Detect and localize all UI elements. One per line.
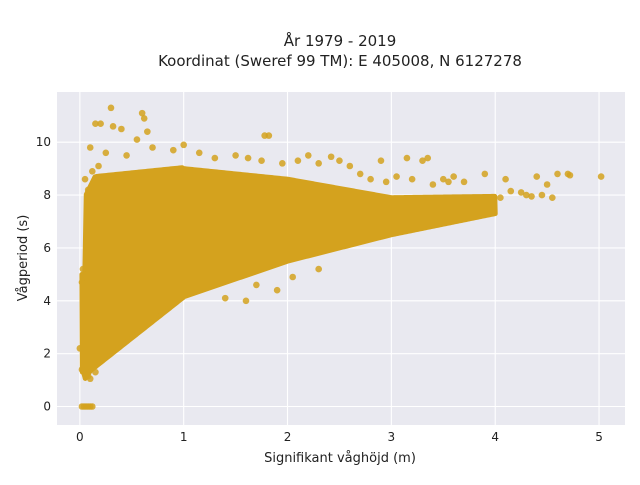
y-tick-label: 0 xyxy=(43,400,51,414)
data-point xyxy=(502,175,509,183)
data-point xyxy=(265,132,273,139)
data-point xyxy=(107,104,115,112)
data-point xyxy=(554,170,561,178)
y-tick-label: 10 xyxy=(36,135,51,149)
y-axis-label: Vågperiod (s) xyxy=(16,215,31,302)
dense-point-region xyxy=(79,165,498,381)
data-point xyxy=(109,123,117,130)
data-point xyxy=(195,149,203,157)
data-point xyxy=(118,125,125,133)
x-tick-label: 0 xyxy=(76,430,84,444)
data-point xyxy=(543,181,551,188)
data-point xyxy=(92,368,99,376)
x-tick-label: 4 xyxy=(491,430,499,444)
data-point xyxy=(78,366,86,373)
data-point xyxy=(403,154,411,162)
chart-subtitle: Koordinat (Sweref 99 TM): E 405008, N 61… xyxy=(158,52,522,70)
data-point xyxy=(84,372,92,380)
data-point xyxy=(304,152,312,159)
data-point xyxy=(86,144,94,151)
data-point xyxy=(367,175,374,183)
data-point xyxy=(517,189,525,196)
y-tick-label: 2 xyxy=(43,347,51,361)
data-point xyxy=(123,152,130,159)
y-tick-label: 4 xyxy=(43,294,51,308)
data-point xyxy=(523,191,530,199)
data-point xyxy=(76,345,84,352)
data-point xyxy=(244,154,252,162)
data-point xyxy=(95,162,102,170)
y-tick-label: 8 xyxy=(43,188,51,202)
data-point xyxy=(549,194,556,202)
data-point xyxy=(89,403,96,410)
x-axis-label: Signifikant våghöjd (m) xyxy=(264,451,416,466)
data-point xyxy=(439,175,447,183)
data-point xyxy=(481,170,489,178)
data-point xyxy=(460,178,468,186)
tick-labels: 0 1 2 3 4 5 0 2 4 6 8 10 xyxy=(36,135,603,444)
data-point xyxy=(327,153,335,161)
data-point xyxy=(315,160,322,167)
data-point xyxy=(566,171,574,179)
data-point xyxy=(429,181,437,188)
data-point xyxy=(258,157,265,165)
data-point xyxy=(336,157,343,165)
x-tick-label: 3 xyxy=(388,430,396,444)
data-points xyxy=(76,104,605,410)
data-point xyxy=(149,144,156,151)
data-point xyxy=(89,167,96,175)
data-point xyxy=(273,286,281,294)
x-tick-label: 2 xyxy=(284,430,292,444)
data-point xyxy=(279,160,286,167)
data-point xyxy=(294,157,302,165)
data-point xyxy=(346,162,354,170)
chart-title: År 1979 - 2019 xyxy=(284,31,397,50)
data-point xyxy=(315,265,322,273)
data-point xyxy=(133,136,141,143)
data-point xyxy=(79,265,87,273)
data-point xyxy=(81,175,89,183)
data-point xyxy=(84,186,92,194)
data-point xyxy=(424,154,432,162)
data-point xyxy=(92,120,99,128)
data-point xyxy=(597,173,605,180)
data-point xyxy=(419,157,426,165)
data-point xyxy=(138,109,146,117)
y-tick-label: 6 xyxy=(43,241,51,255)
x-tick-label: 5 xyxy=(595,430,603,444)
data-point xyxy=(144,128,151,135)
data-point xyxy=(211,154,219,162)
data-point xyxy=(528,193,535,200)
data-point xyxy=(382,178,390,186)
data-point xyxy=(377,157,385,165)
data-point xyxy=(356,170,364,178)
data-point xyxy=(450,173,457,180)
data-point xyxy=(408,175,416,183)
x-tick-label: 1 xyxy=(180,430,188,444)
data-point xyxy=(169,146,177,154)
data-point xyxy=(232,152,239,159)
data-point xyxy=(445,178,452,186)
data-point xyxy=(102,149,110,157)
data-point xyxy=(253,281,260,289)
data-point xyxy=(289,273,297,281)
data-point xyxy=(242,297,250,305)
data-point xyxy=(538,191,546,199)
data-point xyxy=(78,278,86,286)
data-point xyxy=(497,194,504,202)
data-point xyxy=(221,294,229,302)
data-point xyxy=(533,173,541,180)
data-point xyxy=(507,187,515,195)
data-point xyxy=(97,120,104,128)
data-point xyxy=(180,141,187,149)
data-point xyxy=(393,173,400,180)
data-point xyxy=(140,115,148,122)
